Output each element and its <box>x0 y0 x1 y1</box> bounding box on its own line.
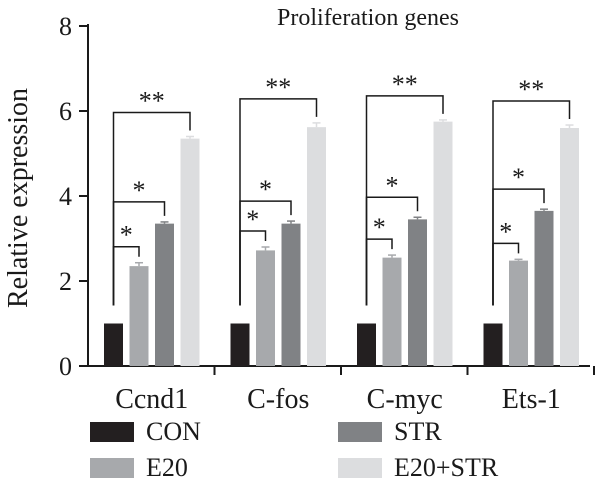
chart-title: Proliferation genes <box>277 5 459 31</box>
bar <box>180 138 200 366</box>
bar <box>560 128 579 366</box>
significance-label: * <box>133 176 146 205</box>
y-axis-label: Relative expression <box>3 88 34 308</box>
x-tick-label: C-myc <box>367 384 443 415</box>
significance-bracket <box>239 98 318 306</box>
bars <box>104 119 579 367</box>
bar <box>281 223 301 366</box>
significance-label: ** <box>265 73 291 102</box>
significance-bracket <box>112 111 191 306</box>
significance-label: * <box>120 221 133 250</box>
y-tick-label: 0 <box>59 352 72 381</box>
bar <box>129 266 149 366</box>
legend-swatch <box>90 422 134 442</box>
y-tick-label: 8 <box>59 12 72 41</box>
significance-label: * <box>499 217 512 246</box>
significance-label: * <box>246 205 259 234</box>
legend-swatch <box>90 458 134 478</box>
bar <box>256 250 275 366</box>
bar <box>408 219 427 366</box>
significance-label: * <box>259 175 272 204</box>
bar <box>534 210 554 366</box>
x-tick-label: C-fos <box>247 384 309 415</box>
legend-swatch <box>338 422 382 442</box>
bar <box>509 260 528 366</box>
legend: CON STR E20 E20+STR <box>90 417 499 482</box>
significance-label: ** <box>518 75 544 104</box>
significance-label: * <box>373 213 386 242</box>
y-tick-label: 6 <box>59 97 72 126</box>
x-tick-labels: Ccnd1 C-fos C-myc Ets-1 <box>115 384 561 415</box>
bar <box>382 257 402 366</box>
legend-label: STR <box>394 417 442 446</box>
legend-label: CON <box>146 417 201 446</box>
y-tick-label: 2 <box>59 267 72 296</box>
significance-label: ** <box>392 70 418 99</box>
significance-label: * <box>386 171 399 200</box>
bar <box>433 121 453 366</box>
significance-brackets: **************** <box>112 70 571 306</box>
bar <box>155 223 174 366</box>
bar <box>307 127 326 367</box>
x-tick-label: Ccnd1 <box>115 384 188 415</box>
significance-label: ** <box>139 87 165 116</box>
significance-label: * <box>512 163 525 192</box>
legend-label: E20+STR <box>394 453 499 482</box>
bar <box>104 323 123 366</box>
bar <box>357 323 376 366</box>
bar <box>230 323 250 366</box>
legend-swatch <box>338 458 382 478</box>
significance-bracket <box>365 95 444 306</box>
x-tick-label: Ets-1 <box>502 384 561 415</box>
y-tick-label: 4 <box>59 182 72 211</box>
bar <box>483 323 503 366</box>
significance-bracket <box>492 100 571 306</box>
legend-label: E20 <box>146 453 188 482</box>
